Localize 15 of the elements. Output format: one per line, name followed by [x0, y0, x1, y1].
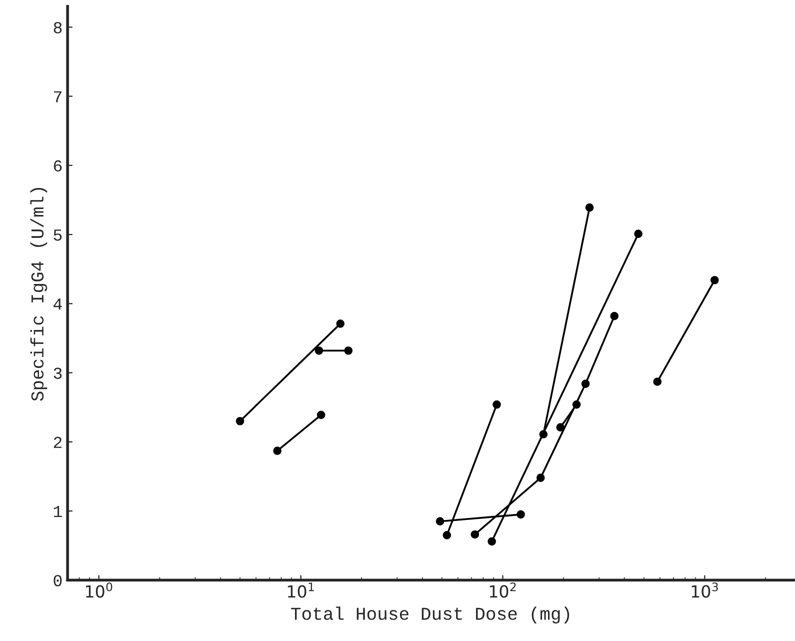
y-tick-label: 5 [54, 230, 62, 241]
x-tick-label: 10$^{2}$ [490, 582, 516, 598]
y-tick-label: 8 [54, 22, 62, 34]
y-tick-label: 6 [54, 160, 62, 172]
y-tick-label: 1 [54, 506, 62, 518]
x-tick-label: 10$^{1}$ [288, 582, 314, 598]
y-tick-label: 3 [54, 368, 62, 379]
y-tick-label: 2 [54, 436, 62, 448]
y-axis-title: Specific IgG4 (U/ml) [30, 188, 48, 401]
x-tick-label: 10$^{3}$ [692, 582, 718, 598]
x-axis-title: Total House Dust Dose (mg) [291, 606, 570, 624]
y-tick-label: 0 [54, 574, 62, 586]
y-tick-label: 7 [54, 91, 62, 102]
y-tick-label: 4 [54, 298, 62, 310]
x-tick-label: 10$^{0}$ [86, 582, 112, 598]
